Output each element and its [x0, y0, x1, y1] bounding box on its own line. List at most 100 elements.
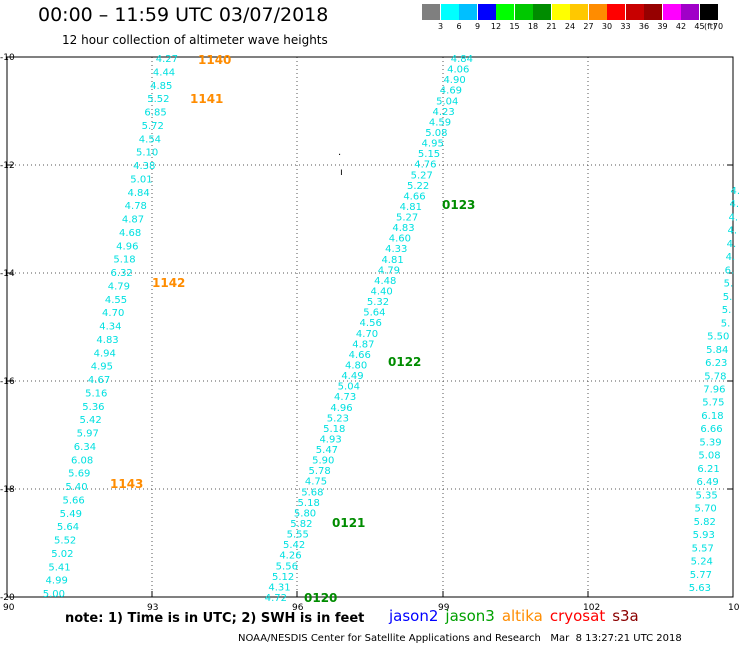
wave-height-value: 5.39: [699, 437, 721, 448]
wave-height-value: 6.: [725, 265, 735, 276]
color-swatch-3: [422, 4, 440, 20]
wave-height-value: 5.01: [130, 174, 152, 185]
wave-height-value: 6.23: [705, 358, 727, 369]
wave-height-value: 5.70: [695, 504, 717, 515]
wave-height-value: 6.08: [71, 455, 93, 466]
wave-height-value: 5.75: [702, 398, 724, 409]
wave-height-value: 5.08: [698, 451, 720, 462]
color-scale-label: 24: [564, 22, 576, 31]
wave-height-value: 5.27: [411, 170, 433, 181]
color-scale-label: 45: [694, 22, 705, 31]
credit-footer: NOAA/NESDIS Center for Satellite Applica…: [238, 633, 682, 644]
color-scale-label: 70: [712, 22, 724, 31]
lat-tick-label: -20: [0, 593, 15, 603]
lon-tick-label: 90: [3, 603, 15, 613]
wave-height-value: 4.78: [125, 201, 147, 212]
wave-height-value: 5.41: [48, 562, 70, 573]
map-frame: [6, 56, 734, 598]
lon-tick-label: 105: [728, 603, 740, 613]
wave-height-value: 4.66: [403, 191, 425, 202]
wave-height-value: 4.68: [119, 228, 141, 239]
wave-height-value: 4.49: [341, 371, 363, 382]
lat-tick-label: -14: [0, 269, 15, 279]
color-scale-label: 9: [474, 22, 481, 31]
wave-height-value: 4.99: [46, 576, 68, 587]
wave-height-value: 4.: [730, 186, 740, 197]
wave-height-value: 4.31: [268, 582, 290, 593]
wave-height-value: 5.93: [693, 530, 715, 541]
wave-height-value: 4.33: [385, 244, 407, 255]
wave-height-value: 6.18: [701, 411, 723, 422]
pass-time-label: 0122: [388, 355, 421, 369]
wave-height-value: 5.23: [327, 413, 349, 424]
wave-height-value: 4.87: [122, 215, 144, 226]
pass-time-label: 0123: [442, 198, 475, 212]
satellite-legend: jason2 jason3 altika cryosat s3a: [389, 607, 646, 625]
wave-height-value: 5.56: [276, 561, 298, 572]
island-mark: ı: [340, 167, 343, 178]
wave-height-value: 4.66: [349, 350, 371, 361]
color-scale-label: 27: [583, 22, 594, 31]
wave-height-value: 6.34: [74, 442, 96, 453]
wave-height-value: 4.06: [447, 65, 469, 76]
wave-height-value: 6.49: [696, 477, 718, 488]
wave-height-value: 4.76: [414, 160, 436, 171]
wave-height-value: 4.96: [330, 403, 352, 414]
color-scale-unit: (ft): [703, 22, 717, 31]
color-scale-label: 21: [546, 22, 557, 31]
wave-height-value: 4.70: [356, 329, 378, 340]
lon-tick-label: 93: [147, 603, 158, 613]
wave-height-value: 4.23: [432, 107, 454, 118]
wave-height-value: 4.81: [381, 255, 403, 266]
wave-height-value: 5.80: [294, 508, 316, 519]
wave-height-value: 4.34: [99, 322, 121, 333]
color-swatch-27: [570, 4, 588, 20]
units-note: note: 1) Time is in UTC; 2) SWH is in fe…: [65, 611, 365, 626]
wave-height-value: 4.69: [440, 86, 462, 97]
wave-height-value: 5.77: [690, 570, 712, 581]
pass-time-label: 1142: [152, 276, 185, 290]
color-scale-label: 3: [437, 22, 444, 31]
wave-height-value: 4.93: [319, 434, 341, 445]
wave-height-value: 5.16: [85, 388, 107, 399]
wave-height-value: 4.38: [133, 161, 155, 172]
wave-height-value: 4.54: [139, 134, 161, 145]
color-swatch-42: [662, 4, 681, 20]
wave-height-value: 5.10: [136, 148, 158, 159]
lat-tick-label: -12: [0, 161, 15, 171]
lon-tick-label: 102: [583, 603, 600, 613]
wave-height-value: 4.56: [360, 318, 382, 329]
color-swatch-21: [533, 4, 551, 20]
wave-height-value: 5.82: [694, 517, 716, 528]
wave-height-value: 4.48: [374, 276, 396, 287]
wave-height-value: 5.64: [363, 308, 385, 319]
wave-height-value: 4.70: [102, 308, 124, 319]
satellite-jason3: jason3: [445, 607, 495, 625]
wave-height-value: 5.47: [316, 445, 338, 456]
wave-height-value: 4.90: [443, 75, 465, 86]
color-swatch-6: [440, 4, 459, 20]
color-swatch-36: [625, 4, 644, 20]
wave-height-value: 5.40: [65, 482, 87, 493]
wave-height-value: 4.75: [305, 477, 327, 488]
wave-height-value: 5.22: [407, 181, 429, 192]
wave-height-value: 5.78: [704, 371, 726, 382]
wave-height-value: 5.72: [142, 121, 164, 132]
wave-height-value: 4.85: [150, 81, 172, 92]
wave-height-value: 7.96: [703, 385, 725, 396]
color-scale-label: 30: [601, 22, 613, 31]
color-swatch-70: [699, 4, 718, 20]
wave-height-value: 5.12: [272, 572, 294, 583]
wave-height-value: 4.81: [400, 202, 422, 213]
wave-height-value: 5.00: [43, 589, 65, 600]
wave-height-value: 5.18: [298, 498, 320, 509]
wave-height-value: 5.: [721, 318, 731, 329]
pass-time-label: 1140: [198, 53, 231, 67]
wave-height-value: 5.: [723, 292, 733, 303]
wave-height-value: 5.: [722, 305, 732, 316]
satellite-jason2: jason2: [389, 607, 439, 625]
color-swatch-33: [607, 4, 625, 20]
pass-time-label: 1143: [110, 477, 143, 491]
wave-height-value: 4.83: [96, 335, 118, 346]
